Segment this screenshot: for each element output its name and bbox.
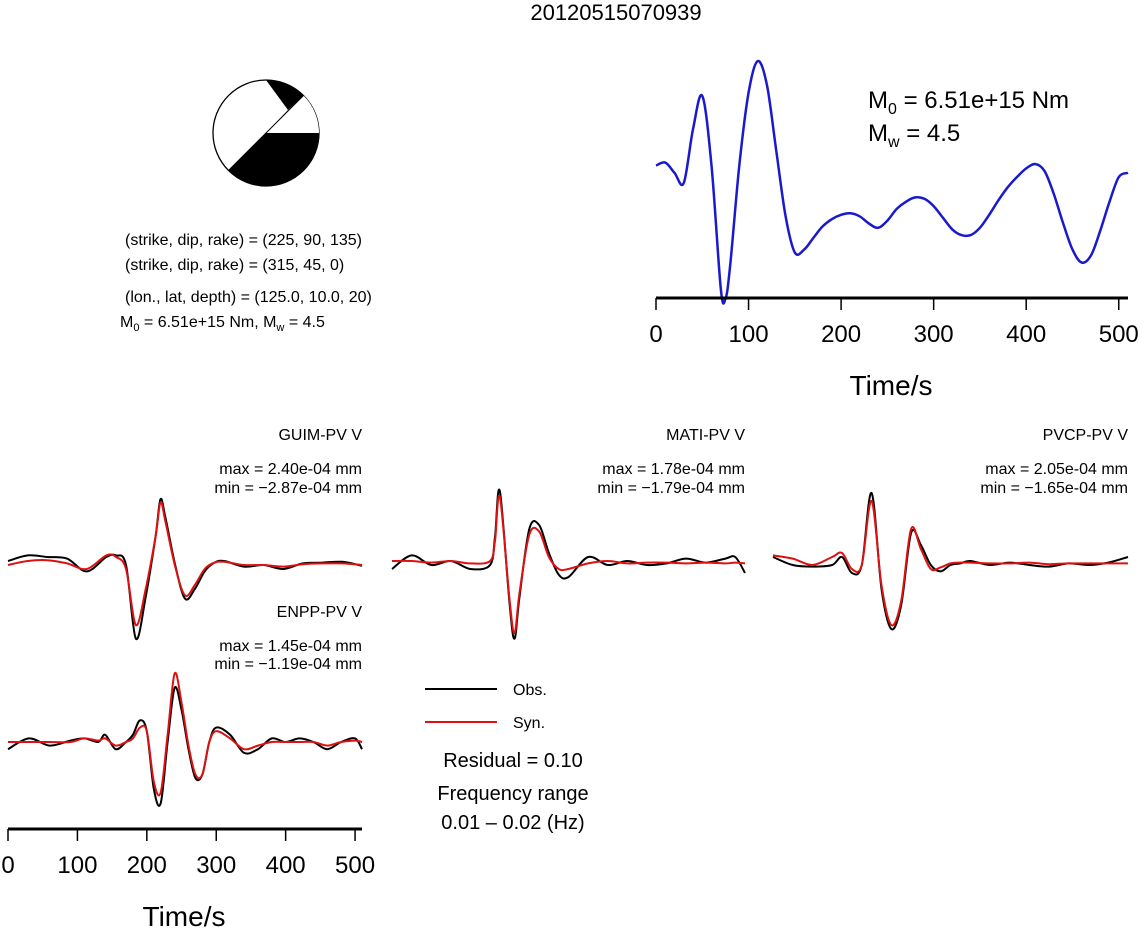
stf-axis-tick-label: 500: [1099, 321, 1139, 348]
synthetic-trace: [7, 501, 363, 627]
stf-magnitude-label: Mw = 4.5: [868, 120, 960, 151]
bottom-axis-tick-label: 300: [196, 852, 236, 879]
station-name: MATI-PV V: [666, 427, 745, 444]
stf-axis-tick-label: 400: [1006, 321, 1046, 348]
bottom-axis-tick-label: 100: [57, 852, 97, 879]
observed-trace: [391, 488, 746, 640]
beachball-icon: [212, 79, 320, 187]
bottom-axis-tick-label: 500: [335, 852, 375, 879]
bottom-axis-tick-label: 200: [127, 852, 167, 879]
residual-text: Residual = 0.10: [443, 750, 583, 772]
mechanism-moment-line: M0 = 6.51e+15 Nm, Mw = 4.5: [120, 314, 325, 334]
station-max: max = 2.40e-04 mm: [219, 461, 362, 478]
legend-obs-label: Obs.: [513, 682, 547, 699]
station-name: ENPP-PV V: [277, 604, 363, 621]
observed-trace: [7, 685, 363, 807]
station-min: min = −1.79e-04 mm: [597, 480, 745, 497]
stf-plot: [655, 59, 1129, 305]
bottom-xlabel: Time/s: [143, 901, 226, 928]
stf-moment-label: M0 = 6.51e+15 Nm: [868, 87, 1069, 118]
mechanism-line-3: (lon., lat, depth) = (125.0, 10.0, 20): [125, 289, 372, 306]
station-min: min = −1.65e-04 mm: [980, 480, 1128, 497]
waveform-panel: MATI-PV V max = 1.78e-04 mm min = −1.79e-0…: [391, 427, 746, 640]
stf-axis-tick-label: 200: [821, 321, 861, 348]
station-max: max = 2.05e-04 mm: [985, 461, 1128, 478]
station-min: min = −1.19e-04 mm: [214, 656, 362, 673]
station-name: PVCP-PV V: [1043, 427, 1129, 444]
synthetic-trace: [391, 494, 746, 635]
stf-series-line: [655, 59, 1129, 305]
synthetic-trace: [772, 499, 1128, 627]
station-name: GUIM-PV V: [278, 427, 362, 444]
bottom-axis-tick-label: 400: [266, 852, 306, 879]
station-min: min = −2.87e-04 mm: [214, 480, 362, 497]
station-max: max = 1.45e-04 mm: [219, 638, 362, 655]
frequency-range-title: Frequency range: [437, 783, 588, 805]
bottom-axis-tick-label: 0: [1, 852, 14, 879]
stf-axis-tick-label: 100: [729, 321, 769, 348]
figure-title: 20120515070939: [530, 0, 701, 25]
stf-xlabel: Time/s: [850, 370, 933, 401]
stf-axis-tick-label: 0: [649, 321, 662, 348]
frequency-range-value: 0.01 – 0.02 (Hz): [441, 812, 584, 834]
stf-time-axis: 0 100 200 300 400 500: [649, 296, 1139, 348]
synthetic-trace: [7, 671, 363, 797]
mechanism-line-2: (strike, dip, rake) = (315, 45, 0): [125, 257, 344, 274]
waveform-panel: PVCP-PV V max = 2.05e-04 mm min = −1.65e-0…: [772, 427, 1129, 631]
legend: Obs. Syn.: [425, 682, 547, 732]
observed-trace: [772, 491, 1129, 631]
waveform-panels: GUIM-PV V max = 2.40e-04 mm min = −2.87e-0…: [7, 427, 1129, 807]
bottom-time-axis: 0 100 200 300 400 500: [1, 827, 375, 879]
legend-syn-label: Syn.: [513, 715, 545, 732]
stf-axis-tick-label: 300: [914, 321, 954, 348]
station-max: max = 1.78e-04 mm: [602, 461, 745, 478]
waveform-panel: GUIM-PV V max = 2.40e-04 mm min = −2.87e-0…: [7, 427, 363, 641]
mechanism-line-1: (strike, dip, rake) = (225, 90, 135): [125, 232, 362, 249]
